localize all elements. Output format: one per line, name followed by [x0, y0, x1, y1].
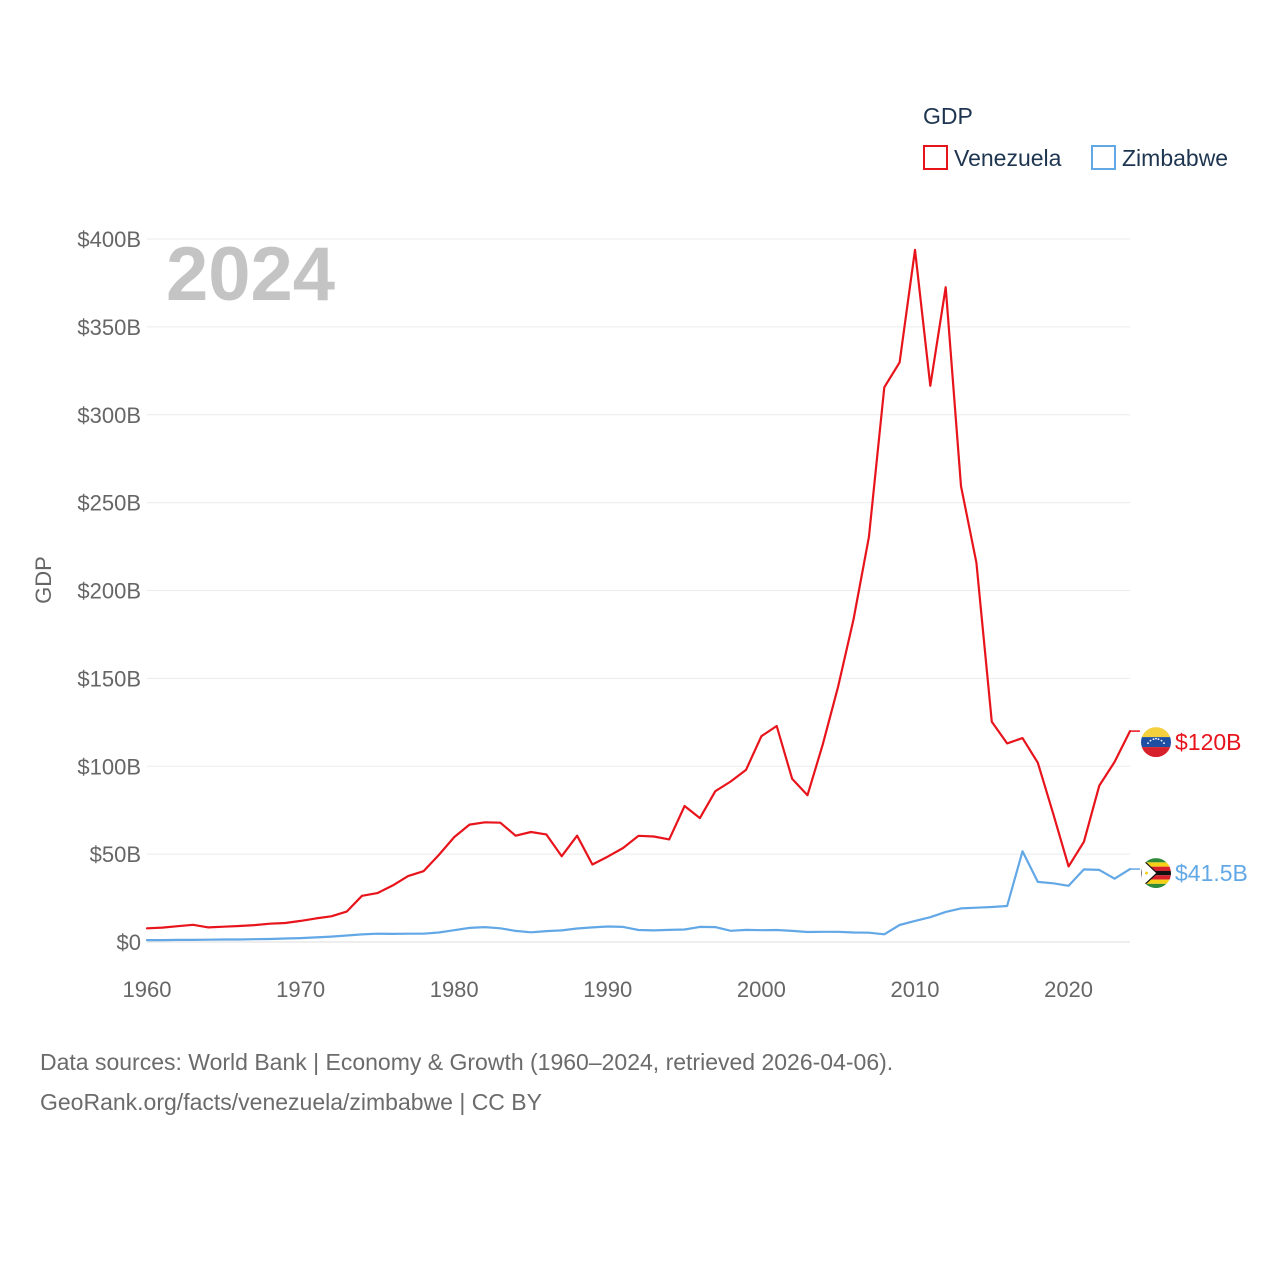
x-tick-label: 2020	[1044, 977, 1093, 1002]
y-tick-label: $100B	[77, 754, 141, 779]
x-axis: 1960 1970 1980 1990 2000 2010 2020	[123, 977, 1094, 1002]
y-tick-label: $350B	[77, 315, 141, 340]
venezuela-flag-icon	[1141, 727, 1171, 758]
footer: Data sources: World Bank | Economy & Gro…	[40, 1042, 1240, 1122]
legend-swatch-venezuela[interactable]	[923, 145, 948, 170]
series-line-venezuela[interactable]	[145, 248, 1132, 930]
y-tick-label: $50B	[90, 842, 141, 867]
x-tick-label: 2000	[737, 977, 786, 1002]
x-tick-label: 1970	[276, 977, 325, 1002]
y-tick-label: $300B	[77, 403, 141, 428]
x-tick-label: 1980	[430, 977, 479, 1002]
x-tick-label: 2010	[890, 977, 939, 1002]
venezuela-end-value: $120B	[1175, 729, 1242, 755]
y-axis-label: GDP	[31, 556, 56, 604]
legend-swatch-zimbabwe[interactable]	[1091, 145, 1116, 170]
series-lines	[145, 248, 1140, 942]
series-line-zimbabwe[interactable]	[145, 850, 1132, 942]
y-tick-label: $200B	[77, 579, 141, 604]
gridlines	[147, 238, 1130, 943]
attribution-link[interactable]: GeoRank.org/facts/venezuela/zimbabwe | C…	[40, 1089, 542, 1115]
zimbabwe-flag-icon	[1141, 858, 1171, 889]
y-tick-label: $0	[117, 930, 141, 955]
legend-label-zimbabwe[interactable]: Zimbabwe	[1122, 145, 1228, 171]
x-tick-label: 1990	[583, 977, 632, 1002]
y-tick-label: $400B	[77, 227, 141, 252]
data-sources-text: Data sources: World Bank | Economy & Gro…	[40, 1049, 894, 1075]
year-label: 2024	[166, 232, 335, 317]
x-tick-label: 1960	[123, 977, 172, 1002]
y-axis: $0 $50B $100B $150B $200B $250B $300B $350B $400…	[77, 227, 141, 955]
zimbabwe-end-value: $41.5B	[1175, 860, 1248, 886]
y-tick-label: $150B	[77, 666, 141, 691]
legend-title: GDP	[923, 103, 973, 129]
legend-label-venezuela[interactable]: Venezuela	[954, 145, 1062, 171]
legend: GDP Venezuela Zimbabwe	[923, 103, 1228, 171]
y-tick-label: $250B	[77, 491, 141, 516]
